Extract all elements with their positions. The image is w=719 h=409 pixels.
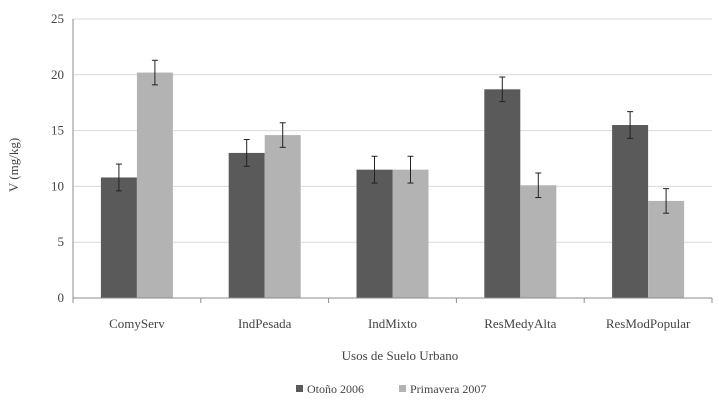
y-tick-label: 15: [51, 123, 64, 138]
bars: [100, 59, 685, 299]
y-tick-label: 20: [51, 67, 64, 82]
bar: [612, 125, 649, 299]
bar: [136, 72, 173, 299]
bar: [100, 177, 137, 298]
y-tick-label: 25: [51, 11, 64, 26]
bar: [520, 185, 557, 298]
bar: [356, 169, 393, 298]
gridlines: [73, 18, 712, 243]
y-tick-label: 10: [51, 178, 64, 193]
x-tick-label: IndMixto: [368, 316, 417, 331]
legend-label: Primavera 2007: [410, 382, 486, 396]
y-tick-label: 0: [58, 290, 65, 305]
axes: 0 5 10 15 20 25 ComyServ IndPesada IndMixto ResMe…: [51, 11, 713, 331]
bar: [264, 135, 301, 298]
legend-swatch: [399, 385, 406, 392]
y-axis-title: V (mg/kg): [6, 138, 21, 192]
y-tick-label: 5: [58, 234, 65, 249]
x-tick-label: IndPesada: [238, 316, 292, 331]
legend-label: Otoño 2006: [307, 382, 364, 396]
bar: [228, 152, 265, 298]
bar: [392, 169, 429, 298]
x-tick-label: ComyServ: [109, 316, 165, 331]
x-tick-label: ResModPopular: [606, 316, 691, 331]
x-tick-label: ResMedyAlta: [484, 316, 556, 331]
bar: [484, 89, 521, 298]
legend: Otoño 2006 Primavera 2007: [296, 382, 486, 396]
bar: [648, 200, 685, 298]
x-axis-title: Usos de Suelo Urbano: [342, 348, 459, 363]
legend-swatch: [296, 385, 303, 392]
